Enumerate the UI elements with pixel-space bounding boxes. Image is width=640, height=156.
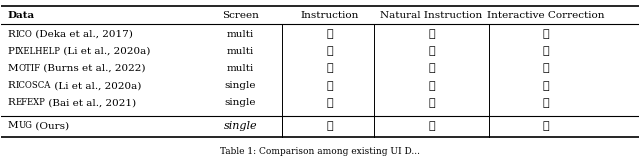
Text: ✓: ✓ [428,98,435,108]
Text: ✓: ✓ [543,121,550,131]
Text: ✓: ✓ [326,63,333,73]
Text: OTIF: OTIF [19,64,40,73]
Text: ICOSCA: ICOSCA [15,81,51,90]
Text: ✗: ✗ [543,81,550,91]
Text: ✓: ✓ [428,63,435,73]
Text: single: single [223,121,257,131]
Text: IXELHELP: IXELHELP [15,47,61,56]
Text: multi: multi [227,47,254,56]
Text: UG: UG [19,121,33,130]
Text: ✗: ✗ [326,29,333,39]
Text: R: R [8,98,15,107]
Text: (Deka et al., 2017): (Deka et al., 2017) [32,30,133,39]
Text: P: P [8,47,15,56]
Text: ✓: ✓ [326,121,333,131]
Text: (Bai et al., 2021): (Bai et al., 2021) [45,98,136,107]
Text: EFEXP: EFEXP [15,98,45,107]
Text: ICO: ICO [15,30,33,39]
Text: single: single [225,81,256,90]
Text: ✓: ✓ [428,121,435,131]
Text: ✓: ✓ [326,81,333,91]
Text: ✗: ✗ [543,98,550,108]
Text: ✗: ✗ [543,29,550,39]
Text: (Li et al., 2020a): (Li et al., 2020a) [51,81,141,90]
Text: single: single [225,98,256,107]
Text: M: M [8,121,19,130]
Text: (Burns et al., 2022): (Burns et al., 2022) [40,64,146,73]
Text: multi: multi [227,64,254,73]
Text: Screen: Screen [222,11,259,20]
Text: R: R [8,81,15,90]
Text: Data: Data [8,11,35,20]
Text: ✗: ✗ [428,81,435,91]
Text: ✗: ✗ [543,63,550,73]
Text: Interactive Correction: Interactive Correction [488,11,605,20]
Text: (Li et al., 2020a): (Li et al., 2020a) [60,47,150,56]
Text: Instruction: Instruction [300,11,359,20]
Text: M: M [8,64,19,73]
Text: ✓: ✓ [326,98,333,108]
Text: ✗: ✗ [543,46,550,56]
Text: multi: multi [227,30,254,39]
Text: (Ours): (Ours) [32,121,69,130]
Text: Natural Instruction: Natural Instruction [380,11,483,20]
Text: ✗: ✗ [428,29,435,39]
Text: ✓: ✓ [428,46,435,56]
Text: Table 1: Comparison among existing UI D...: Table 1: Comparison among existing UI D.… [220,147,420,156]
Text: R: R [8,30,15,39]
Text: ✓: ✓ [326,46,333,56]
